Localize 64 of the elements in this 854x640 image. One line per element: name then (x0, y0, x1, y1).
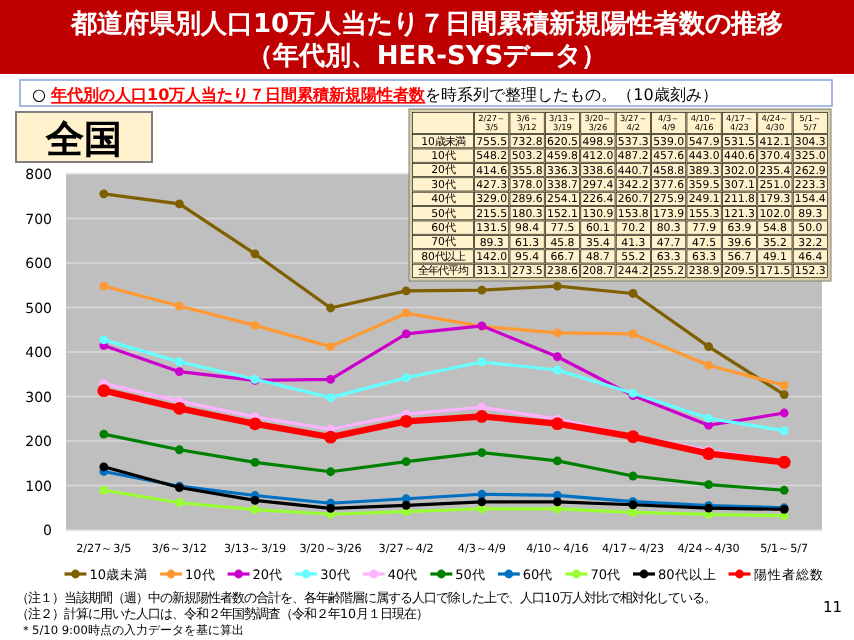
point (250, 457, 260, 467)
point (704, 342, 713, 352)
point (99, 281, 109, 291)
text: 全国 (44, 118, 122, 162)
point (324, 430, 337, 444)
point (477, 489, 487, 499)
point (401, 286, 411, 296)
point (250, 505, 260, 515)
point (702, 447, 715, 461)
point (99, 485, 109, 495)
point (553, 328, 562, 338)
point (704, 413, 713, 423)
point (99, 335, 109, 345)
point (553, 352, 562, 362)
point (401, 457, 411, 466)
point (704, 480, 713, 490)
point (401, 308, 411, 318)
point (175, 199, 184, 209)
point (250, 320, 260, 330)
text: ○ 年代別の人口10万人当たり７日間累積新規陽性者数を時系列で整理したもの。（10歳刻み） (32, 84, 718, 104)
point (477, 448, 487, 458)
point (704, 360, 713, 370)
point (326, 467, 335, 477)
point (326, 342, 335, 352)
point (551, 417, 564, 431)
point (779, 485, 789, 495)
point (401, 373, 411, 383)
point (401, 329, 411, 339)
point (175, 498, 184, 508)
point (326, 374, 335, 384)
point (175, 357, 184, 367)
point (250, 249, 260, 259)
point (477, 357, 487, 367)
point (779, 426, 789, 436)
point (628, 329, 638, 339)
point (173, 401, 186, 415)
point (250, 495, 260, 505)
point (175, 367, 184, 377)
point (175, 301, 184, 311)
point (175, 445, 184, 455)
point (401, 501, 411, 510)
point (99, 429, 109, 439)
chart-subtitle: （年代別、HER-SYSデータ） (246, 42, 608, 72)
point (475, 410, 489, 423)
point (326, 303, 335, 313)
point (326, 503, 335, 513)
point (553, 281, 562, 291)
point (399, 414, 413, 428)
chart-title: 都道府県別人口10万人当たり７日間累積新規陽性者数の推移 (68, 8, 784, 40)
point (779, 390, 789, 399)
point (628, 471, 638, 481)
point (779, 380, 789, 390)
point (477, 285, 487, 295)
point (628, 289, 638, 298)
point (248, 417, 262, 431)
point (553, 497, 562, 507)
point (99, 189, 109, 199)
point (99, 462, 109, 472)
point (553, 365, 562, 375)
point (553, 456, 562, 466)
point (779, 408, 789, 418)
point (97, 384, 111, 398)
point (326, 393, 335, 403)
point (477, 497, 487, 507)
